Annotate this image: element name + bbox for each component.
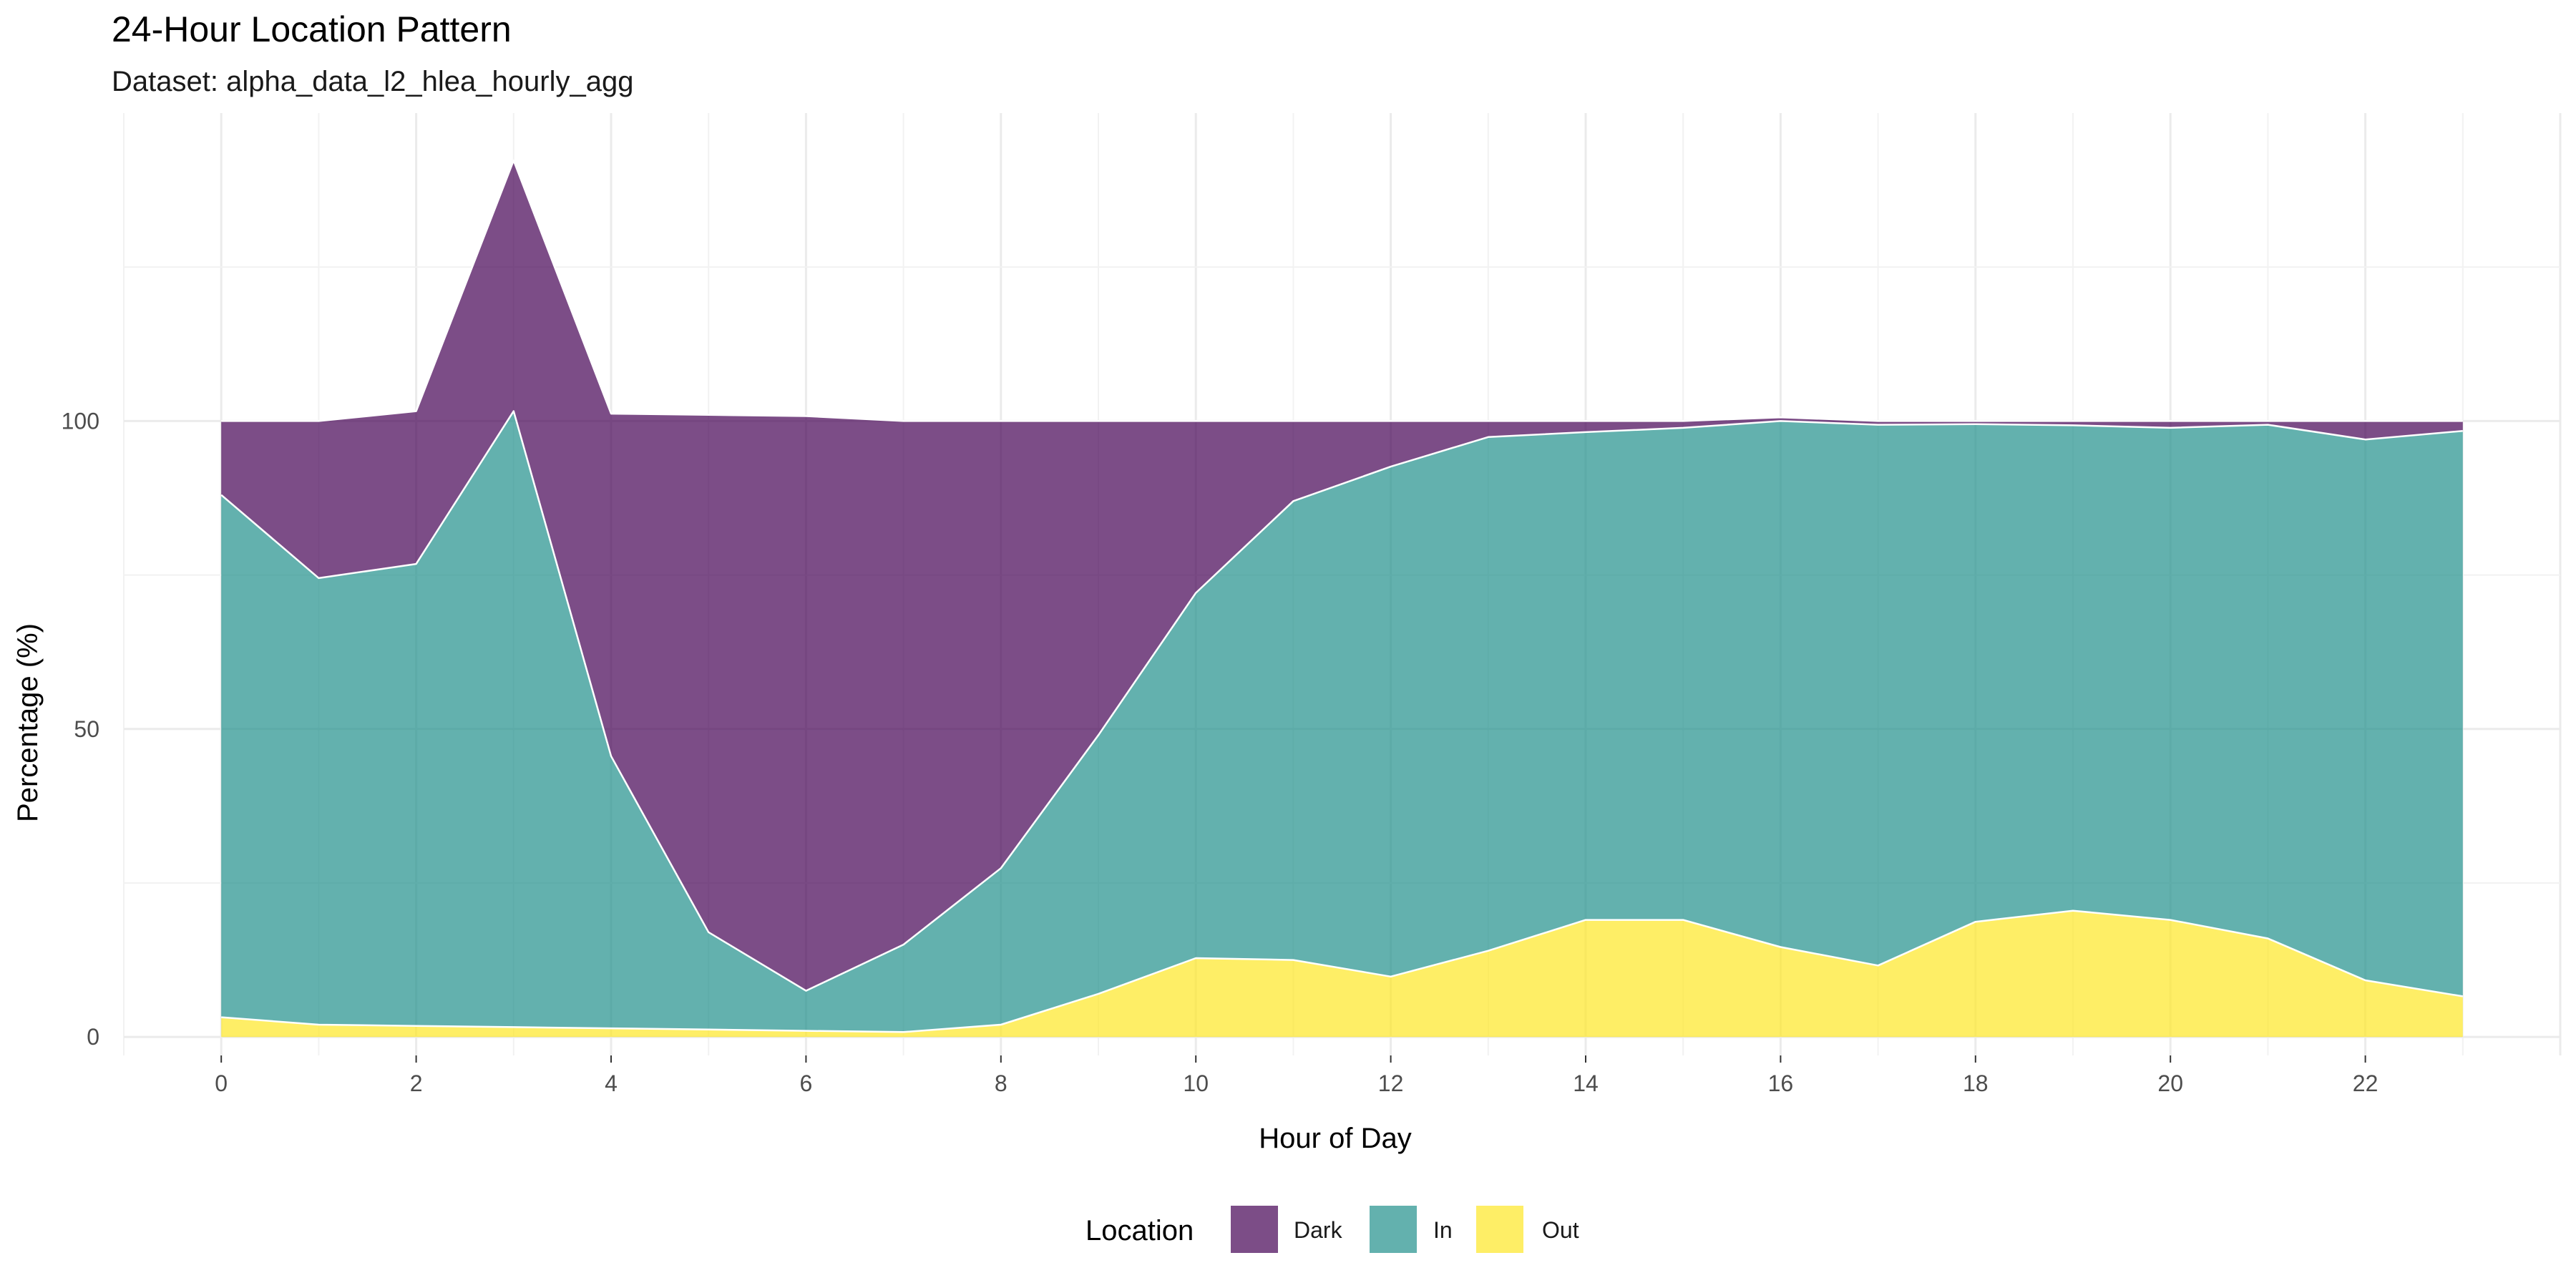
x-tick-label: 8 [995,1070,1008,1096]
x-tick-label: 14 [1573,1070,1599,1096]
x-tick-label: 22 [2353,1070,2379,1096]
legend-label-out: Out [1542,1217,1579,1243]
x-tick-label: 16 [1768,1070,1794,1096]
legend-swatch-in [1370,1206,1417,1253]
legend-label-in: In [1433,1217,1453,1243]
area-dark [221,160,2463,991]
y-axis: 0 50 100 [62,408,99,1050]
x-axis: 0 2 4 6 8 10 12 14 16 18 20 22 [215,1055,2378,1096]
legend-swatch-out [1476,1206,1523,1253]
area-outlines [220,160,2464,1033]
x-tick-label: 10 [1183,1070,1209,1096]
legend-swatch-dark [1231,1206,1278,1253]
x-tick-label: 18 [1963,1070,1989,1096]
x-tick-label: 12 [1378,1070,1404,1096]
x-tick-label: 4 [605,1070,618,1096]
area-in [221,411,2463,1033]
area-outline-dark [221,160,2463,422]
x-tick-label: 2 [410,1070,423,1096]
x-tick-label: 0 [215,1070,228,1096]
area-outline-in [220,410,2463,992]
y-tick-label: 100 [62,408,99,434]
chart-title: 24-Hour Location Pattern [112,9,512,49]
legend-title: Location [1085,1215,1194,1246]
y-tick-label: 50 [74,716,99,742]
y-axis-title: Percentage (%) [12,623,44,822]
y-tick-label: 0 [87,1024,99,1050]
area-outline-out [221,909,2464,1033]
legend-label-dark: Dark [1294,1217,1343,1243]
chart-subtitle: Dataset: alpha_data_l2_hlea_hourly_agg [112,66,633,97]
x-tick-label: 20 [2157,1070,2183,1096]
x-axis-title: Hour of Day [1259,1123,1411,1154]
legend: Location Dark In Out [1085,1206,1579,1253]
area-out [221,910,2463,1038]
x-tick-label: 6 [800,1070,813,1096]
plot-areas [221,160,2463,1038]
